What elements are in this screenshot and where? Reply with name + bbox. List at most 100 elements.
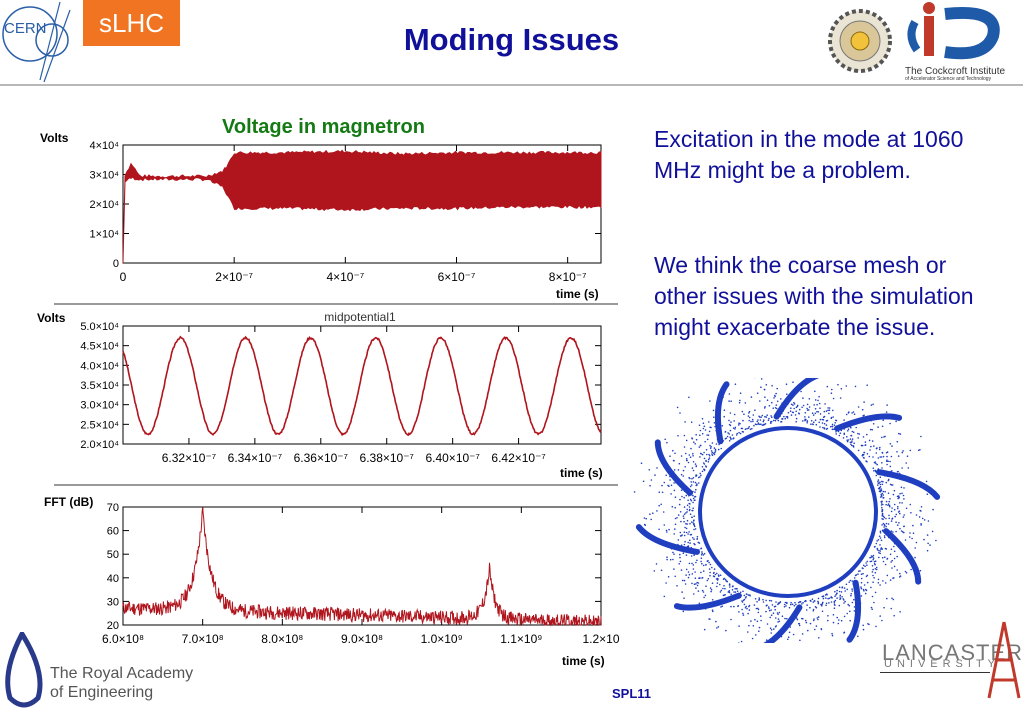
particle-dot [827, 620, 829, 622]
particle-dot [772, 407, 774, 409]
particle-dot [707, 560, 709, 562]
particle-dot [785, 602, 787, 604]
particle-dot [777, 401, 779, 403]
particle-dot [773, 420, 775, 422]
particle-dot [850, 580, 852, 582]
particle-dot [678, 514, 680, 516]
particle-dot [869, 449, 871, 451]
particle-dot [738, 611, 740, 613]
particle-dot [683, 515, 685, 517]
particle-dot [742, 613, 744, 615]
particle-dot [702, 466, 704, 468]
particle-dot [692, 537, 694, 539]
particle-dot [799, 625, 801, 627]
particle-dot [823, 596, 825, 598]
particle-dot [718, 574, 720, 576]
particle-dot [806, 604, 808, 606]
particle-dot [881, 511, 883, 513]
particle-dot [764, 396, 766, 398]
particle-dot [688, 577, 690, 579]
particle-dot [703, 422, 705, 424]
particle-dot [873, 470, 875, 472]
particle-dot [901, 493, 903, 495]
particle-dot [827, 386, 829, 388]
particle-dot [716, 627, 718, 629]
particle-dot [689, 540, 691, 542]
particle-dot [880, 550, 882, 552]
particle-dot [695, 562, 697, 564]
particle-dot [851, 588, 853, 590]
particle-dot [697, 585, 699, 587]
particle-dot [798, 412, 800, 414]
particle-dot [864, 452, 866, 454]
particle-dot [683, 521, 685, 523]
particle-dot [700, 475, 702, 477]
particle-dot [806, 609, 808, 611]
particle-dot [751, 428, 753, 430]
particle-dot [880, 494, 882, 496]
particle-dot [704, 441, 706, 443]
particle-dot [813, 620, 815, 622]
particle-dot [815, 413, 817, 415]
particle-dot [681, 496, 683, 498]
particle-dot [703, 570, 705, 572]
particle-dot [743, 614, 745, 616]
particle-dot [846, 385, 848, 387]
particle-dot [826, 424, 828, 426]
particle-dot [695, 434, 697, 436]
particle-dot [741, 641, 743, 643]
particle-dot [800, 391, 802, 393]
particle-dot [766, 416, 768, 418]
particle-dot [730, 594, 732, 596]
particle-dot [717, 582, 719, 584]
particle-dot [686, 554, 688, 556]
particle-dot [674, 490, 676, 492]
particle-dot [714, 447, 716, 449]
particle-dot [700, 561, 702, 563]
particle-dot [898, 522, 900, 524]
particle-dot [699, 446, 701, 448]
particle-dot [666, 559, 668, 561]
particle-dot [863, 401, 865, 403]
particle-dot [728, 420, 730, 422]
particle-dot [762, 415, 764, 417]
particle-dot [700, 453, 702, 455]
particle-dot [770, 422, 772, 424]
particle-dot [708, 461, 710, 463]
particle-dot [844, 587, 846, 589]
particle-dot [886, 598, 888, 600]
particle-dot [691, 521, 693, 523]
particle-dot [898, 511, 900, 513]
particle-dot [835, 433, 837, 435]
particle-dot [733, 427, 735, 429]
particle-dot [926, 481, 928, 483]
particle-dot [651, 479, 653, 481]
particle-dot [882, 452, 884, 454]
particle-dot [889, 498, 891, 500]
particle-dot [927, 493, 929, 495]
particle-dot [896, 569, 898, 571]
particle-dot [822, 427, 824, 429]
particle-dot [846, 613, 848, 615]
particle-dot [824, 416, 826, 418]
particle-dot [840, 432, 842, 434]
particle-dot [686, 569, 688, 571]
particle-dot [825, 597, 827, 599]
particle-dot [909, 536, 911, 538]
particle-dot [713, 416, 715, 418]
particle-dot [888, 492, 890, 494]
chart2-ytick-label: 4.5×10⁴ [80, 341, 119, 353]
particle-dot [661, 570, 663, 572]
particle-dot [860, 586, 862, 588]
particle-dot [749, 595, 751, 597]
particle-dot [740, 592, 742, 594]
particle-dot [730, 619, 732, 621]
particle-dot [805, 620, 807, 622]
particle-dot [892, 531, 894, 533]
particle-dot [692, 455, 694, 457]
particle-dot [683, 552, 685, 554]
particle-dot [748, 625, 750, 627]
particle-dot [739, 402, 741, 404]
particle-dot [846, 584, 848, 586]
